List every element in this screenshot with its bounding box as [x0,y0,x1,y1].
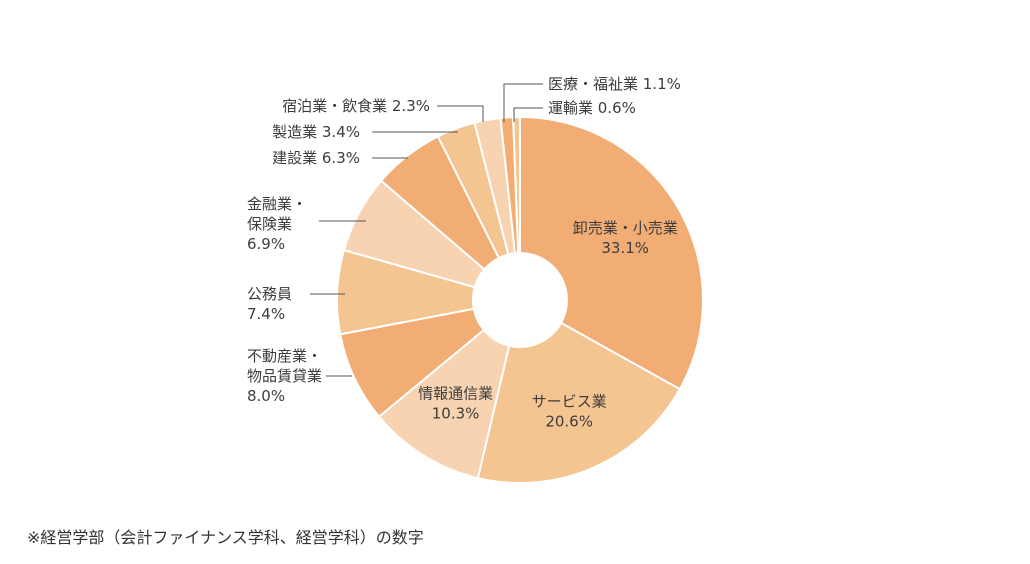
leader-line-11 [513,107,543,122]
chart-labels: 卸売業・小売業 33.1% サービス業 20.6% 情報通信業 10.3% 不動産業・物品賃… [247,75,681,431]
slice-label-line: 8.0% [247,387,285,405]
slice-label-line: 建設業 6.3% [272,149,360,167]
slice-label-line: 運輸業 0.6% [548,99,636,117]
slice-label-3: 情報通信業 10.3% [418,385,493,423]
slice-label-line: 卸売業・小売業 [573,219,678,237]
slice-1 [519,115,704,391]
slice-label-line: サービス業 [532,393,607,411]
slice-label-line: 物品賃貸業 [247,367,322,385]
chart-slices [336,115,704,484]
slice-2 [476,321,682,484]
slice-3 [377,328,511,480]
slice-label-9: 宿泊業・飲食業 2.3% [282,97,430,115]
slice-label-line: 10.3% [432,405,480,423]
slice-label-line: 情報通信業 [418,385,493,403]
slice-label-line: 7.4% [247,305,285,323]
slice-label-line: 33.1% [601,239,649,257]
slice-label-4: 不動産業・物品賃貸業 8.0% [247,347,322,405]
slice-label-11: 運輸業 0.6% [548,99,636,117]
slice-label-8: 製造業 3.4% [272,123,360,141]
slice-label-6: 金融業・保険業 6.9% [247,195,307,253]
slice-label-line: 不動産業・ [247,347,322,365]
chart-leader-lines [310,83,543,377]
slice-label-line: 6.9% [247,235,285,253]
slice-label-1: 卸売業・小売業 33.1% [573,219,678,257]
slice-label-5: 公務員 7.4% [247,285,292,323]
footnote: ※経営学部（会計ファイナンス学科、経営学科）の数字 [27,528,424,547]
slice-label-line: 保険業 [247,215,292,233]
slice-label-7: 建設業 6.3% [272,149,360,167]
slice-label-line: 20.6% [545,413,593,431]
slice-label-line: 製造業 3.4% [272,123,360,141]
slice-11 [512,115,521,255]
leader-line-9 [437,105,484,122]
leader-line-10 [503,83,543,122]
slice-label-line: 宿泊業・飲食業 2.3% [282,97,430,115]
slice-label-line: 金融業・ [247,195,307,213]
slice-label-2: サービス業 20.6% [532,393,607,431]
slice-label-line: 医療・福祉業 1.1% [548,75,681,93]
slice-label-line: 公務員 [247,285,292,303]
slice-label-10: 医療・福祉業 1.1% [548,75,681,93]
